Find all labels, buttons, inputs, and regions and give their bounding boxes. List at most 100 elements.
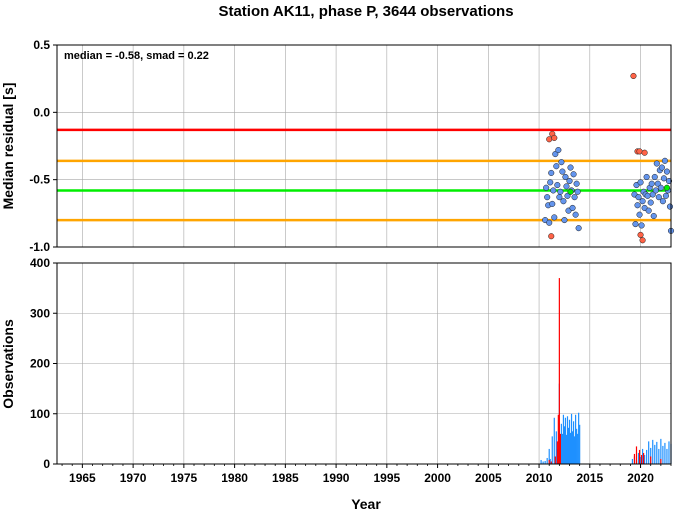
observation-bar bbox=[558, 278, 560, 464]
residual-point bbox=[639, 237, 646, 244]
x-tick-label: 1975 bbox=[171, 471, 198, 485]
observation-bar bbox=[578, 412, 580, 464]
observation-bar bbox=[564, 417, 567, 464]
residual-point bbox=[658, 164, 665, 171]
observation-bar bbox=[650, 456, 652, 464]
residual-point bbox=[663, 168, 670, 175]
observation-bar bbox=[573, 436, 576, 464]
observation-bar bbox=[664, 442, 666, 464]
observation-bar bbox=[556, 441, 558, 464]
y-tick-label: 300 bbox=[30, 306, 50, 320]
residual-point bbox=[666, 203, 674, 210]
observation-bar bbox=[631, 458, 634, 464]
residual-point bbox=[567, 188, 574, 195]
residual-point bbox=[560, 198, 567, 205]
residual-point bbox=[573, 180, 580, 187]
x-tick-label: 2015 bbox=[576, 471, 603, 485]
observation-bar bbox=[554, 456, 556, 464]
y-tick-label: -1.0 bbox=[29, 240, 50, 254]
x-tick-label: 2005 bbox=[475, 471, 502, 485]
observation-bar bbox=[639, 456, 642, 464]
residual-point bbox=[572, 211, 579, 218]
residual-point bbox=[663, 184, 670, 191]
residual-point bbox=[552, 151, 559, 158]
x-axis-label: Year bbox=[351, 496, 381, 511]
observation-bar bbox=[660, 438, 662, 464]
observation-bar bbox=[560, 423, 562, 464]
observation-bar bbox=[551, 436, 553, 464]
residual-point bbox=[651, 173, 658, 181]
residual-point bbox=[647, 199, 654, 206]
residual-point bbox=[654, 180, 661, 187]
observation-bar bbox=[542, 461, 544, 464]
residual-point bbox=[645, 207, 652, 214]
observation-bar bbox=[652, 439, 654, 464]
observation-bar bbox=[638, 449, 641, 464]
y-tick-label: 100 bbox=[30, 407, 50, 421]
observation-bar bbox=[646, 449, 648, 464]
residual-point bbox=[653, 160, 660, 167]
chart-title: Station AK11, phase P, 3644 observations bbox=[218, 3, 513, 20]
residual-point bbox=[649, 191, 656, 198]
residual-point bbox=[648, 180, 655, 187]
observation-bar bbox=[570, 413, 573, 464]
observation-bar bbox=[656, 441, 658, 464]
residual-point bbox=[553, 163, 560, 170]
residual-point bbox=[660, 175, 667, 182]
residual-point bbox=[665, 177, 673, 185]
observation-bar bbox=[557, 414, 559, 464]
residual-point bbox=[546, 219, 553, 226]
residual-point bbox=[549, 200, 556, 207]
residual-point bbox=[636, 211, 643, 218]
observation-bar bbox=[562, 414, 565, 464]
residual-point bbox=[543, 184, 550, 191]
residual-y-ticks: 0.5 0.0 -0.5 -1.0 bbox=[29, 38, 57, 254]
observation-bar bbox=[546, 457, 548, 464]
observation-bar bbox=[544, 460, 546, 464]
residual-point bbox=[548, 233, 555, 240]
residual-point bbox=[636, 148, 643, 155]
residual-point bbox=[567, 164, 574, 171]
residual-point bbox=[630, 72, 637, 80]
residual-point bbox=[554, 182, 561, 189]
y-tick-label: 400 bbox=[30, 256, 50, 270]
observation-bar bbox=[662, 445, 664, 464]
observation-bar bbox=[559, 433, 561, 464]
observation-bar bbox=[637, 452, 640, 464]
residual-point bbox=[650, 212, 657, 220]
y-tick-label: 0.5 bbox=[33, 38, 50, 52]
observation-bar bbox=[575, 414, 577, 464]
observation-bar bbox=[549, 458, 551, 464]
observation-bar bbox=[577, 433, 579, 464]
observation-bar bbox=[660, 458, 662, 464]
observation-bar bbox=[555, 431, 557, 464]
residual-point bbox=[641, 149, 648, 156]
x-tick-label: 2020 bbox=[627, 471, 654, 485]
x-tick-label: 2010 bbox=[526, 471, 553, 485]
residual-point bbox=[544, 194, 551, 201]
observations-y-ticks: 0 100 200 300 400 bbox=[30, 256, 57, 471]
residual-point bbox=[570, 171, 577, 178]
residual-point bbox=[569, 204, 576, 211]
observation-bar bbox=[640, 454, 643, 464]
observation-bar bbox=[548, 459, 550, 464]
observation-bar bbox=[565, 434, 568, 464]
observation-bar bbox=[641, 448, 644, 464]
residual-point bbox=[659, 198, 666, 205]
residual-point bbox=[557, 188, 564, 195]
residual-annotation: median = -0.58, smad = 0.22 bbox=[64, 50, 209, 62]
residual-point bbox=[657, 184, 664, 191]
x-tick-label: 1980 bbox=[221, 471, 248, 485]
residual-point bbox=[550, 187, 557, 194]
residual-point bbox=[639, 198, 646, 205]
residual-point bbox=[652, 187, 659, 194]
observation-bar bbox=[668, 441, 670, 464]
residual-point bbox=[662, 192, 669, 199]
observation-bar bbox=[635, 446, 638, 464]
y-tick-label: 0.0 bbox=[33, 105, 50, 119]
observation-bar bbox=[569, 432, 572, 464]
observation-bar bbox=[553, 417, 555, 464]
residual-point bbox=[644, 192, 651, 199]
residual-y-axis-label: Median residual [s] bbox=[0, 83, 16, 210]
